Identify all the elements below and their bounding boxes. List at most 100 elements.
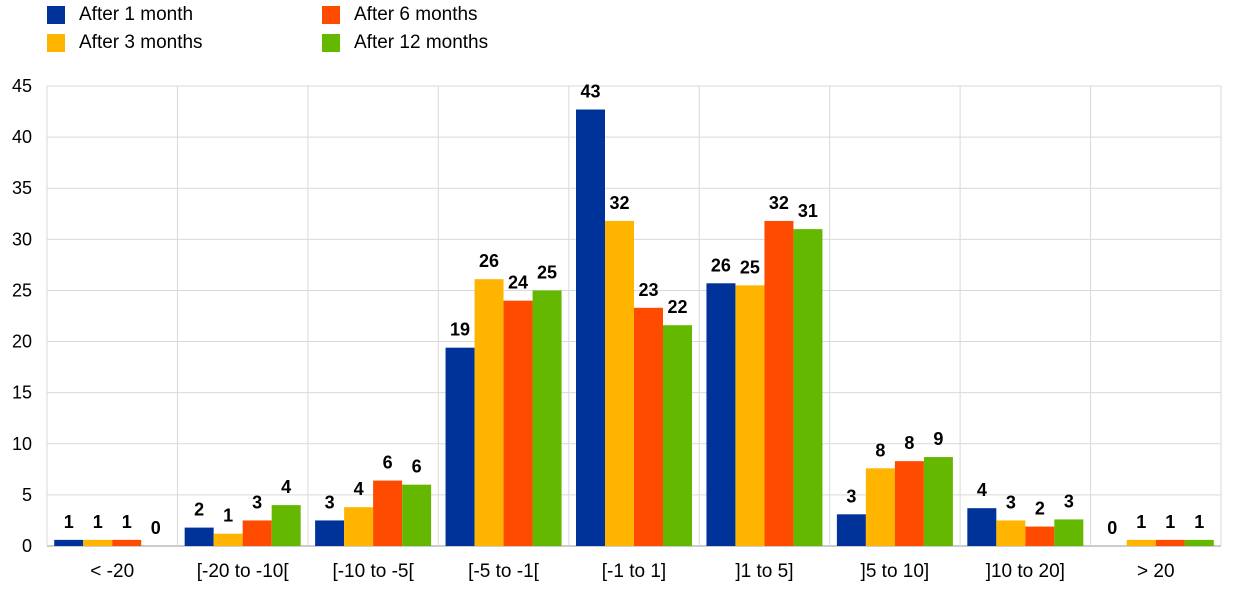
bar-after-6-months-8 — [1155, 539, 1185, 546]
y-tick-label: 45 — [12, 76, 32, 96]
x-tick-label: [-10 to -5[ — [332, 561, 414, 582]
x-tick-label: [-5 to -1[ — [468, 561, 539, 582]
bar-after-3-months-7 — [996, 520, 1026, 546]
data-label: 3 — [325, 492, 335, 512]
bar-after-12-months-5 — [793, 229, 823, 546]
data-label: 6 — [383, 453, 393, 473]
data-label: 25 — [537, 262, 557, 282]
data-label: 4 — [977, 480, 987, 500]
x-tick-label: ]1 to 5] — [735, 561, 793, 582]
y-tick-label: 15 — [12, 383, 32, 403]
bar-after-12-months-8 — [1184, 539, 1214, 546]
data-label: 3 — [1064, 491, 1074, 511]
legend-item-after-12-months: After 12 months — [322, 32, 488, 54]
data-label: 0 — [151, 518, 161, 538]
legend-label-after-12-months: After 12 months — [354, 32, 489, 53]
data-label: 1 — [1165, 512, 1175, 532]
y-axis: 0 5 10 15 20 25 30 35 40 45 — [12, 76, 32, 556]
x-tick-label: ]10 to 20] — [986, 561, 1065, 582]
y-tick-label: 0 — [22, 536, 32, 556]
data-label: 3 — [1006, 492, 1016, 512]
bars — [54, 109, 1214, 546]
bar-after-6-months-0 — [112, 539, 142, 546]
legend-item-after-1-month: After 1 month — [47, 4, 193, 26]
data-label: 9 — [933, 429, 943, 449]
bar-after-6-months-7 — [1025, 526, 1055, 546]
y-tick-label: 40 — [12, 127, 32, 147]
legend-label-after-1-month: After 1 month — [79, 4, 194, 25]
data-label: 8 — [875, 440, 885, 460]
data-label: 3 — [252, 492, 262, 512]
data-label: 23 — [638, 280, 658, 300]
bar-after-1-month-3 — [445, 347, 475, 546]
legend-swatch-after-6-months — [322, 6, 340, 24]
x-tick-label: [-1 to 1] — [602, 561, 666, 582]
bar-after-3-months-8 — [1126, 539, 1156, 546]
bar-after-3-months-1 — [213, 533, 243, 546]
bar-after-1-month-1 — [184, 527, 214, 546]
data-label: 6 — [412, 457, 422, 477]
y-tick-label: 35 — [12, 178, 32, 198]
data-label: 32 — [769, 193, 789, 213]
data-label: 22 — [667, 297, 687, 317]
y-tick-label: 30 — [12, 229, 32, 249]
legend-item-after-3-months: After 3 months — [47, 32, 203, 54]
y-tick-label: 10 — [12, 434, 32, 454]
bar-after-6-months-3 — [503, 300, 533, 546]
bar-after-6-months-1 — [242, 520, 272, 546]
data-label: 8 — [904, 433, 914, 453]
data-label: 2 — [194, 500, 204, 520]
data-label: 26 — [711, 255, 731, 275]
y-tick-label: 20 — [12, 332, 32, 352]
bar-after-1-month-6 — [836, 514, 866, 546]
data-label: 25 — [740, 257, 760, 277]
bar-after-3-months-6 — [865, 468, 895, 546]
x-axis: < -20 [-20 to -10[[-10 to -5[[-5 to -1[[-… — [90, 561, 1174, 582]
bar-after-1-month-2 — [315, 520, 345, 546]
legend-swatch-after-3-months — [47, 34, 65, 52]
legend-label-after-6-months: After 6 months — [354, 4, 478, 25]
bar-after-3-months-5 — [735, 285, 765, 546]
bar-after-1-month-4 — [576, 109, 605, 546]
data-label: 1 — [1194, 512, 1204, 532]
data-label: 1 — [93, 512, 103, 532]
data-label: 3 — [846, 486, 856, 506]
bar-after-12-months-6 — [923, 457, 953, 546]
legend-item-after-6-months: After 6 months — [322, 4, 478, 26]
data-label: 19 — [450, 320, 470, 340]
bar-after-1-month-5 — [706, 283, 736, 546]
bar-after-3-months-2 — [344, 507, 374, 546]
bar-after-3-months-4 — [605, 220, 634, 546]
x-tick-label: > 20 — [1137, 561, 1175, 582]
bar-after-12-months-4 — [663, 325, 692, 546]
y-tick-label: 25 — [12, 280, 32, 300]
y-tick-label: 5 — [22, 485, 32, 505]
bar-after-12-months-2 — [402, 484, 432, 546]
bar-after-6-months-6 — [894, 461, 924, 546]
data-label: 31 — [798, 201, 818, 221]
bar-after-12-months-7 — [1054, 519, 1084, 546]
bar-after-6-months-5 — [764, 220, 794, 546]
data-label: 0 — [1107, 518, 1117, 538]
bar-after-1-month-0 — [54, 539, 84, 546]
legend-swatch-after-1-month — [47, 6, 65, 24]
bar-after-12-months-3 — [532, 290, 562, 546]
bar-after-3-months-3 — [474, 279, 504, 546]
data-label: 4 — [354, 479, 364, 499]
data-label: 32 — [609, 193, 629, 213]
data-label: 26 — [479, 251, 499, 271]
bar-after-3-months-0 — [83, 539, 113, 546]
data-label: 1 — [1136, 512, 1146, 532]
data-label: 24 — [508, 273, 528, 293]
x-tick-label: [-20 to -10[ — [197, 561, 290, 582]
data-label: 1 — [122, 512, 132, 532]
bar-after-12-months-1 — [271, 505, 301, 546]
bar-after-1-month-7 — [967, 508, 997, 546]
legend-swatch-after-12-months — [322, 34, 340, 52]
data-label: 1 — [223, 506, 233, 526]
x-tick-label: ]5 to 10] — [861, 561, 930, 582]
data-label: 2 — [1035, 499, 1045, 519]
bar-after-6-months-2 — [373, 480, 403, 546]
